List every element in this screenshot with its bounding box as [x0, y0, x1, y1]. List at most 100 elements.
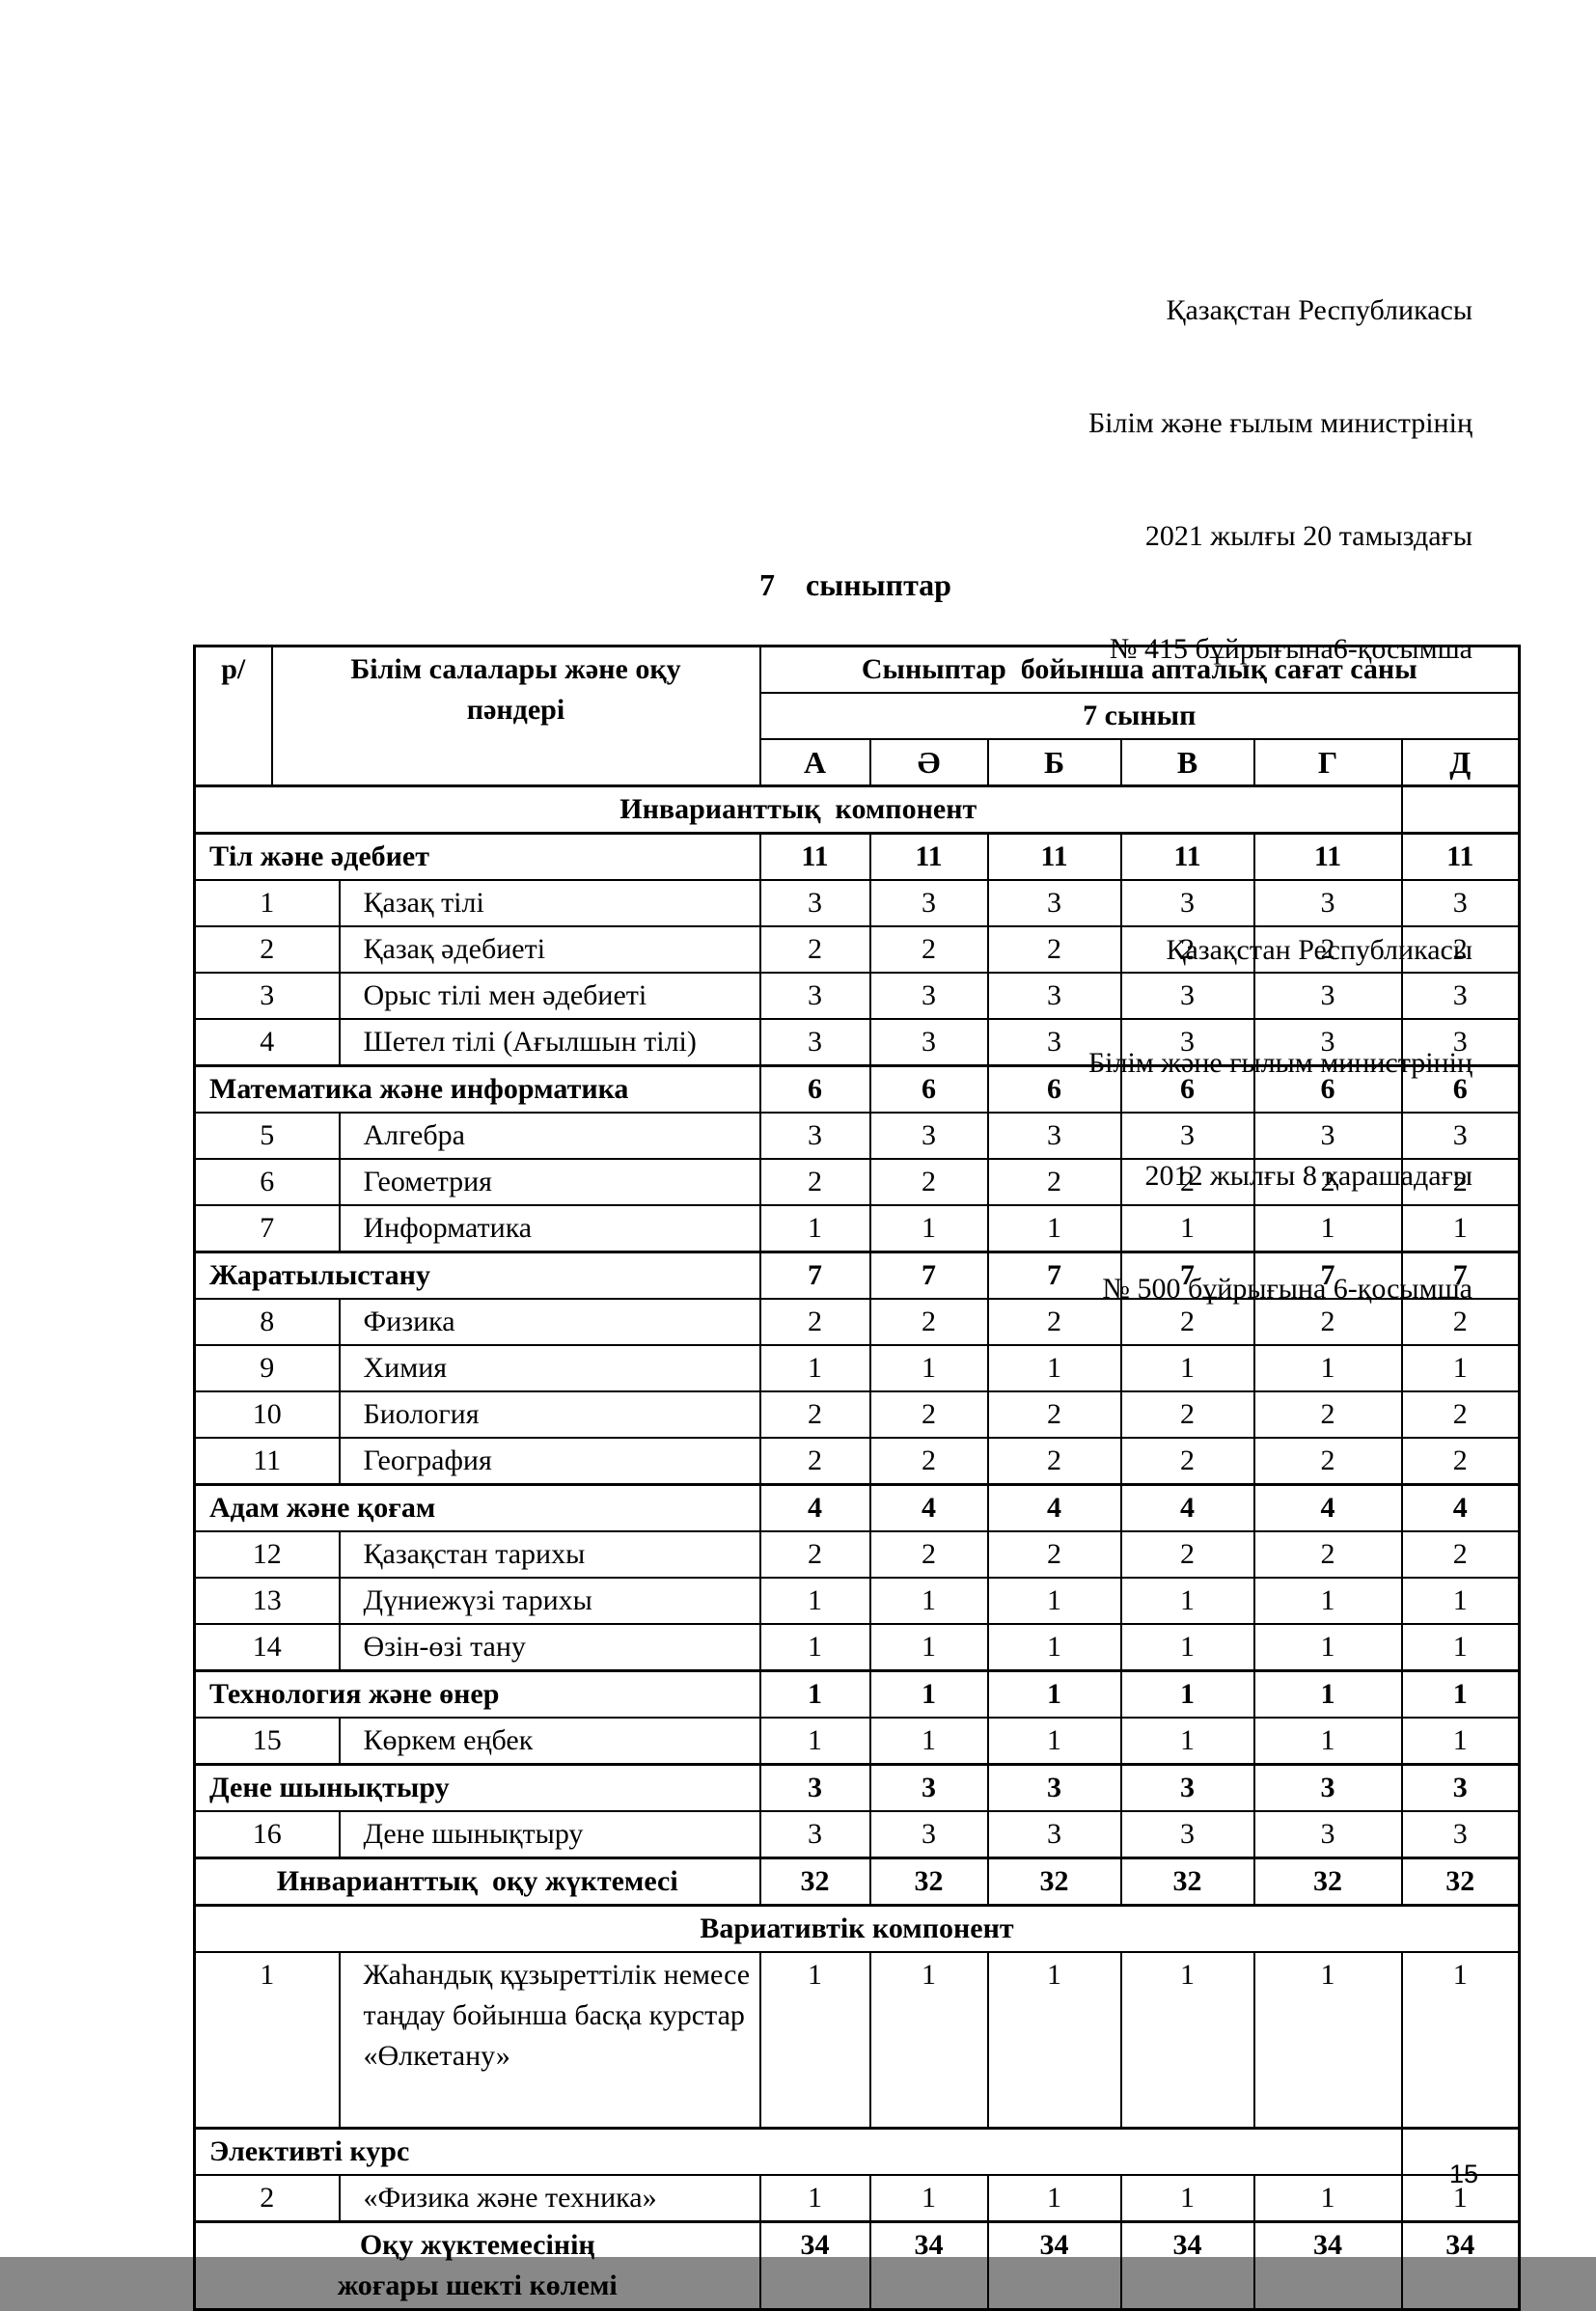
total-label: Оқу жүктемесінің жоғары шекті көлемі	[193, 2220, 761, 2311]
value-cell: 3	[1400, 1763, 1521, 1812]
table-row: 7 Информатика 1 1 1 1 1 1	[193, 1204, 1521, 1253]
row-number: 13	[193, 1577, 341, 1625]
class-column-d: Д	[1400, 738, 1521, 787]
value-cell: 3	[868, 1112, 989, 1160]
value-cell: 1	[1252, 1951, 1403, 2130]
value-cell: 1	[1252, 1623, 1403, 1672]
value-cell: 3	[1119, 1018, 1255, 1067]
value-cell: 1	[1252, 1577, 1403, 1625]
value-cell: 3	[1252, 972, 1403, 1020]
value-cell: 34	[1400, 2220, 1521, 2311]
row-number: 1	[193, 1951, 341, 2130]
value-cell: 1	[1119, 1577, 1255, 1625]
empty-cell	[1400, 784, 1521, 835]
value-cell: 1	[758, 1623, 871, 1672]
table-row: 1 Қазақ тілі 3 3 3 3 3 3	[193, 879, 1521, 927]
value-cell: 1	[1119, 1204, 1255, 1253]
value-cell: 2	[758, 1390, 871, 1439]
value-cell: 1	[1119, 1669, 1255, 1719]
table-row: 10 Биология 2 2 2 2 2 2	[193, 1390, 1521, 1439]
value-cell: 2	[868, 1390, 989, 1439]
value-cell: 3	[986, 972, 1122, 1020]
value-cell: 2	[1400, 1158, 1521, 1206]
table-row: Оқу жүктемесінің жоғары шекті көлемі 34 34…	[193, 2220, 1521, 2311]
value-cell: 1	[1119, 1623, 1255, 1672]
value-cell: 1	[758, 1717, 871, 1766]
class-column-a: А	[758, 738, 871, 787]
table-row: 2 Қазақ әдебиеті 2 2 2 2 2 2	[193, 925, 1521, 974]
value-cell: 4	[868, 1483, 989, 1532]
value-cell: 3	[868, 1763, 989, 1812]
subject-label: Жаһандық құзыреттілік немесе таңдау бойы…	[338, 1951, 761, 2130]
row-number: 1	[193, 879, 341, 927]
table-row: Дене шынықтыру 3 3 3 3 3 3	[193, 1763, 1521, 1812]
value-cell: 2	[1252, 1390, 1403, 1439]
value-cell: 3	[868, 879, 989, 927]
class-column-g: Г	[1252, 738, 1403, 787]
subject-label: Физика	[338, 1298, 761, 1346]
table-row: 12 Қазақстан тарихы 2 2 2 2 2 2	[193, 1530, 1521, 1579]
value-cell: 1	[986, 1669, 1122, 1719]
table-row: Математика және информатика 6 6 6 6 6 6	[193, 1064, 1521, 1114]
value-cell: 1	[868, 1717, 989, 1766]
value-cell: 34	[1119, 2220, 1255, 2311]
subject-label: Химия	[338, 1344, 761, 1392]
grade-label: 7 сынып	[758, 692, 1521, 740]
value-cell: 2	[1119, 1390, 1255, 1439]
approval-line: 2021 жылғы 20 тамыздағы	[1144, 520, 1472, 552]
table-row: Адам және қоғам 4 4 4 4 4 4	[193, 1483, 1521, 1532]
value-cell: 3	[758, 1810, 871, 1859]
approval-line: Қазақстан Республикасы	[1166, 294, 1472, 326]
value-cell: 3	[1119, 972, 1255, 1020]
value-cell: 3	[1400, 1018, 1521, 1067]
value-cell: 2	[986, 1158, 1122, 1206]
value-cell: 2	[758, 1158, 871, 1206]
col-header-number: р/	[193, 645, 273, 787]
value-cell: 7	[1252, 1251, 1403, 1300]
area-label: Технология және өнер	[193, 1669, 761, 1719]
subject-label: Биология	[338, 1390, 761, 1439]
table-head: р/ Білім салалары және оқу пәндері Сынып…	[193, 645, 1521, 787]
value-cell: 32	[1252, 1857, 1403, 1907]
value-cell: 1	[1400, 2174, 1521, 2223]
value-cell: 2	[868, 925, 989, 974]
area-label: Дене шынықтыру	[193, 1763, 761, 1812]
class-column-a2: Ә	[868, 738, 989, 787]
value-cell: 34	[986, 2220, 1122, 2311]
component-label: Инварианттық компонент	[193, 784, 1403, 835]
value-cell: 3	[1119, 1763, 1255, 1812]
value-cell: 1	[986, 1344, 1122, 1392]
table-row: Технология және өнер 1 1 1 1 1 1	[193, 1669, 1521, 1719]
page-number: 15	[1448, 2160, 1478, 2188]
value-cell: 2	[1252, 1158, 1403, 1206]
value-cell: 3	[868, 1018, 989, 1067]
table-row: Жаратылыстану 7 7 7 7 7 7	[193, 1251, 1521, 1300]
subject-label: Шетел тілі (Ағылшын тілі)	[338, 1018, 761, 1067]
value-cell: 2	[986, 1437, 1122, 1486]
table-row: 14 Өзін-өзі тану 1 1 1 1 1 1	[193, 1623, 1521, 1672]
area-label: Жаратылыстану	[193, 1251, 761, 1300]
value-cell: 3	[758, 1763, 871, 1812]
table-row: 3 Орыс тілі мен әдебиеті 3 3 3 3 3 3	[193, 972, 1521, 1020]
value-cell: 32	[758, 1857, 871, 1907]
value-cell: 2	[868, 1158, 989, 1206]
value-cell: 1	[868, 1623, 989, 1672]
value-cell: 3	[758, 879, 871, 927]
subject-label: Өзін-өзі тану	[338, 1623, 761, 1672]
value-cell: 2	[986, 925, 1122, 974]
subject-label: Дене шынықтыру	[338, 1810, 761, 1859]
value-cell: 2	[1400, 1530, 1521, 1579]
value-cell: 1	[1119, 1951, 1255, 2130]
table-row: Инварианттық оқу жүктемесі 32 32 32 32 32 32	[193, 1857, 1521, 1907]
value-cell: 2	[986, 1390, 1122, 1439]
subject-label: Қазақстан тарихы	[338, 1530, 761, 1579]
value-cell: 32	[986, 1857, 1122, 1907]
table-body: Инварианттық компонент Тіл және әдебиет 11…	[193, 784, 1521, 2311]
value-cell: 1	[1400, 1577, 1521, 1625]
subject-label: Алгебра	[338, 1112, 761, 1160]
table-row: 13 Дүниежүзі тарихы 1 1 1 1 1 1	[193, 1577, 1521, 1625]
value-cell: 2	[868, 1437, 989, 1486]
value-cell: 1	[868, 2174, 989, 2223]
value-cell: 6	[868, 1064, 989, 1114]
